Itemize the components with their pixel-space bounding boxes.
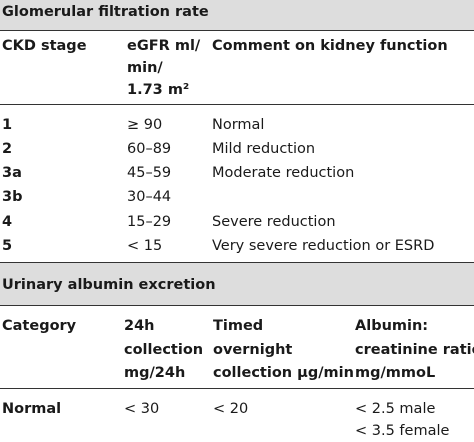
column-header: 24h — [124, 318, 155, 334]
column-header: mg/24h — [124, 365, 186, 381]
rule — [0, 30, 474, 31]
section-band — [0, 263, 474, 305]
column-header: collection — [124, 341, 204, 358]
column-header: Category — [2, 318, 77, 334]
section-band — [0, 0, 474, 30]
table-cell: Very severe reduction or ESRD — [212, 238, 435, 254]
rule — [0, 104, 474, 105]
column-header: Albumin: — [355, 318, 429, 334]
column-header: min/ — [127, 60, 163, 76]
section-title: Urinary albumin excretion — [2, 277, 216, 293]
column-header: creatinine ratio — [355, 341, 474, 358]
table-cell: 5 — [2, 238, 13, 254]
section-title: Glomerular filtration rate — [2, 4, 209, 20]
table-cell: 60–89 — [127, 141, 172, 157]
column-header: Timed — [213, 318, 264, 334]
table-cell: < 2.5 male — [355, 401, 436, 417]
table-cell: 15–29 — [127, 214, 172, 230]
table-cell: 45–59 — [127, 165, 172, 181]
column-header: CKD stage — [2, 38, 87, 54]
table-cell: 3b — [2, 189, 23, 205]
table-cell: 4 — [2, 214, 13, 230]
table-cell: 30–44 — [127, 189, 172, 205]
table-cell: Severe reduction — [212, 214, 336, 230]
table-cell: < 20 — [213, 401, 249, 417]
column-header: 1.73 m² — [127, 82, 190, 98]
table-cell: 2 — [2, 141, 13, 157]
table-cell: Mild reduction — [212, 141, 316, 157]
table-cell: < 3.5 female — [355, 423, 450, 439]
rule — [0, 388, 474, 389]
table-cell: < 30 — [124, 401, 160, 417]
table-cell: < 15 — [127, 238, 163, 254]
table-cell: Normal — [2, 401, 62, 417]
column-header: overnight — [213, 341, 293, 358]
column-header: collection µg/min — [213, 365, 354, 381]
table-cell: Moderate reduction — [212, 165, 355, 181]
table-cell: ≥ 90 — [127, 117, 163, 133]
column-header: mg/mmoL — [355, 365, 436, 381]
table-cell: 1 — [2, 117, 13, 133]
table-cell: Normal — [212, 117, 265, 133]
column-header: eGFR ml/ — [127, 38, 201, 54]
table-cell: 3a — [2, 165, 22, 181]
column-header: Comment on kidney function — [212, 38, 448, 54]
rule — [0, 305, 474, 306]
rule — [0, 262, 474, 263]
